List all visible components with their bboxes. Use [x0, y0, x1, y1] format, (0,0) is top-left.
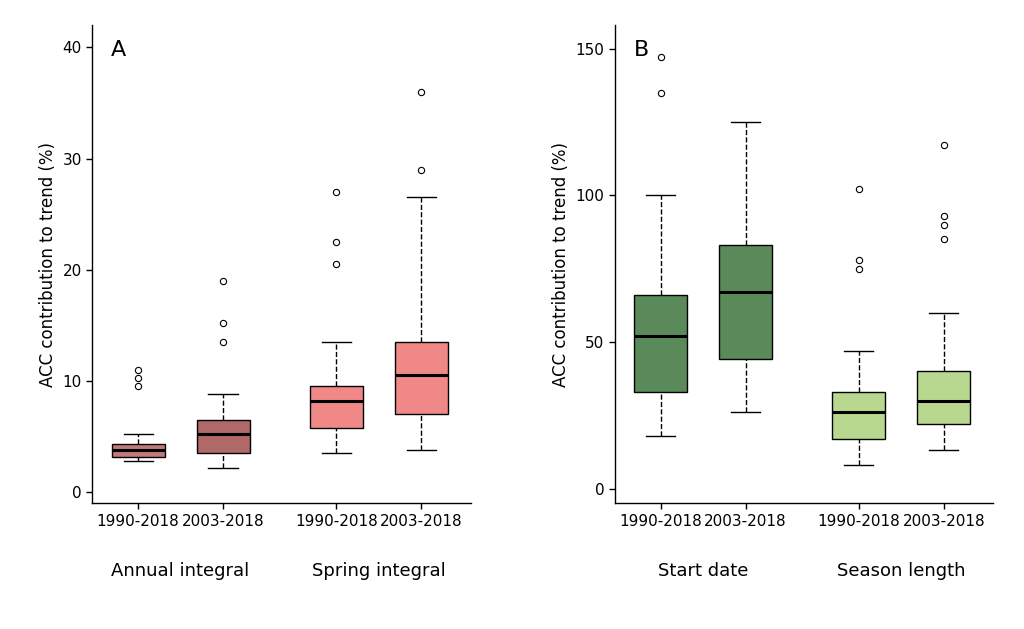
Y-axis label: ACC contribution to trend (%): ACC contribution to trend (%)	[552, 142, 569, 387]
Text: Start date: Start date	[658, 562, 749, 579]
Text: B: B	[634, 40, 649, 60]
Bar	[310, 386, 362, 428]
Bar	[634, 295, 687, 392]
Text: Season length: Season length	[837, 562, 966, 579]
Bar	[197, 420, 250, 453]
Bar	[918, 371, 971, 424]
Text: A: A	[111, 40, 126, 60]
Bar	[719, 245, 772, 360]
Text: Spring integral: Spring integral	[312, 562, 445, 579]
Bar	[833, 392, 886, 438]
Bar	[394, 342, 447, 415]
Text: Annual integral: Annual integral	[112, 562, 250, 579]
Bar	[112, 444, 165, 457]
Y-axis label: ACC contribution to trend (%): ACC contribution to trend (%)	[39, 142, 56, 387]
